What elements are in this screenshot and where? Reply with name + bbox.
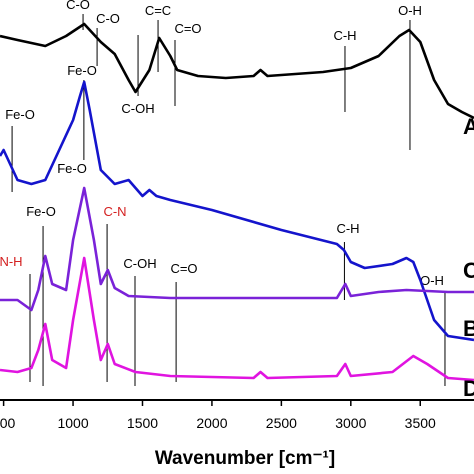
- annotation: Fe-O: [5, 107, 35, 122]
- x-tick-label: 3500: [405, 415, 436, 431]
- series-label: D: [463, 376, 474, 401]
- annotation: C-H: [336, 221, 359, 236]
- annotation: Fe-O: [26, 204, 56, 219]
- series-label: C: [463, 258, 474, 283]
- x-axis-label: Wavenumber [cm⁻¹]: [155, 448, 335, 469]
- series-line: [0, 22, 474, 120]
- series-line: [0, 80, 474, 342]
- series-label: A: [463, 114, 474, 139]
- x-tick-label: 1500: [127, 415, 158, 431]
- annotation: O-H: [420, 273, 444, 288]
- annotation: Fe-O: [67, 63, 97, 78]
- annotation: C=O: [174, 21, 201, 36]
- annotation: C-O: [66, 0, 90, 12]
- x-tick-label: 2000: [196, 415, 227, 431]
- annotation: C=C: [145, 3, 171, 18]
- series-line: [0, 186, 474, 312]
- x-tick-label: 1000: [57, 415, 88, 431]
- annotation: C-O: [96, 11, 120, 26]
- annotation: C-N: [103, 204, 126, 219]
- annotation: C=O: [170, 261, 197, 276]
- x-tick-label: 2500: [266, 415, 297, 431]
- annotation: N-H: [0, 254, 23, 269]
- annotation: C-OH: [123, 256, 156, 271]
- annotation: O-H: [398, 3, 422, 18]
- x-tick-label: 3000: [335, 415, 366, 431]
- annotation: C-H: [333, 28, 356, 43]
- x-tick-label: 500: [0, 415, 16, 431]
- series-label: B: [463, 316, 474, 341]
- series-line: [0, 256, 474, 382]
- annotation: C-OH: [121, 101, 154, 116]
- annotation: Fe-O: [57, 161, 87, 176]
